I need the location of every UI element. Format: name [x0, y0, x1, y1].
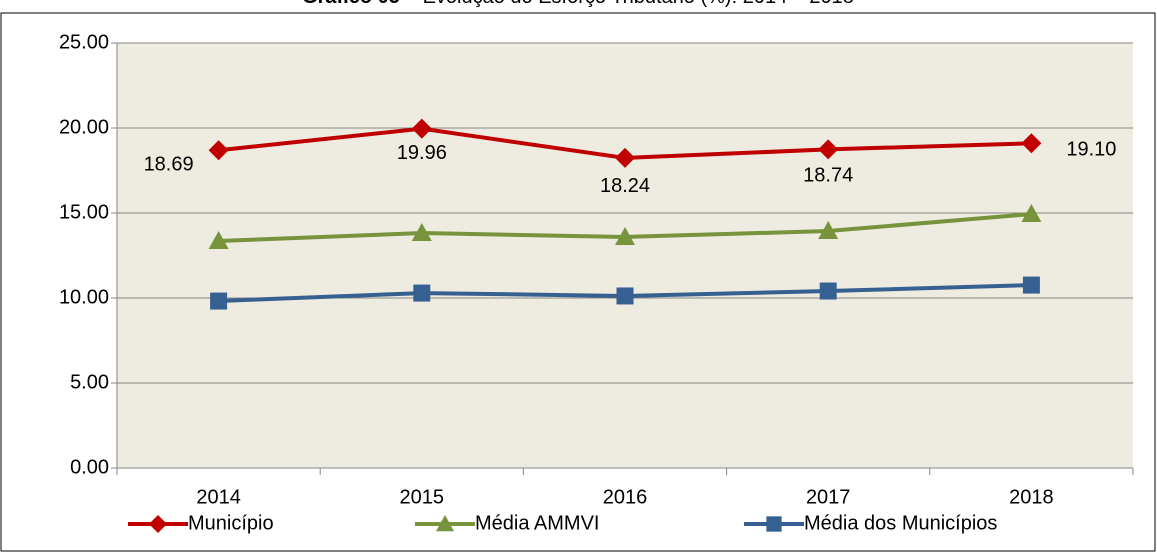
data-label: 19.96	[397, 142, 447, 164]
marker	[818, 139, 839, 160]
legend-label: Município	[188, 512, 274, 534]
y-tick-label: 0.00	[70, 456, 109, 478]
y-tick-label: 15.00	[59, 201, 109, 223]
x-tick-label: 2017	[806, 486, 851, 508]
marker	[436, 515, 454, 532]
marker	[1021, 133, 1042, 154]
marker	[819, 282, 837, 300]
y-tick-label: 20.00	[59, 116, 109, 138]
x-tick-label: 2014	[196, 486, 241, 508]
title-label: Gráfico 05	[302, 0, 400, 8]
marker	[615, 226, 635, 245]
marker	[208, 231, 229, 250]
x-tick-label: 2016	[603, 486, 648, 508]
data-label: 18.74	[803, 165, 853, 187]
legend-label: Média AMMVI	[475, 512, 599, 534]
marker	[149, 515, 167, 533]
legend-label: Média dos Municípios	[804, 512, 997, 534]
y-tick-label: 25.00	[59, 31, 109, 53]
title-text: – Evolução do Esforço Tributário (%): 20…	[406, 0, 854, 8]
marker	[818, 221, 839, 240]
marker	[1021, 204, 1042, 223]
data-label: 18.69	[144, 154, 194, 176]
marker	[1022, 276, 1040, 294]
marker	[210, 292, 228, 310]
x-tick-label: 2018	[1009, 486, 1054, 508]
marker	[411, 223, 432, 242]
data-label: 18.24	[600, 175, 650, 197]
marker	[411, 118, 432, 139]
x-tick-label: 2015	[400, 486, 445, 508]
marker	[208, 140, 229, 161]
marker	[413, 284, 431, 302]
marker	[616, 287, 634, 305]
y-tick-label: 10.00	[59, 286, 109, 308]
data-label: 19.10	[1066, 139, 1116, 161]
marker	[766, 516, 782, 532]
marker	[615, 147, 635, 168]
plot-area	[117, 43, 1133, 468]
chart-title: Gráfico 05 – Evolução do Esforço Tributár…	[302, 0, 854, 8]
y-tick-label: 5.00	[70, 371, 109, 393]
